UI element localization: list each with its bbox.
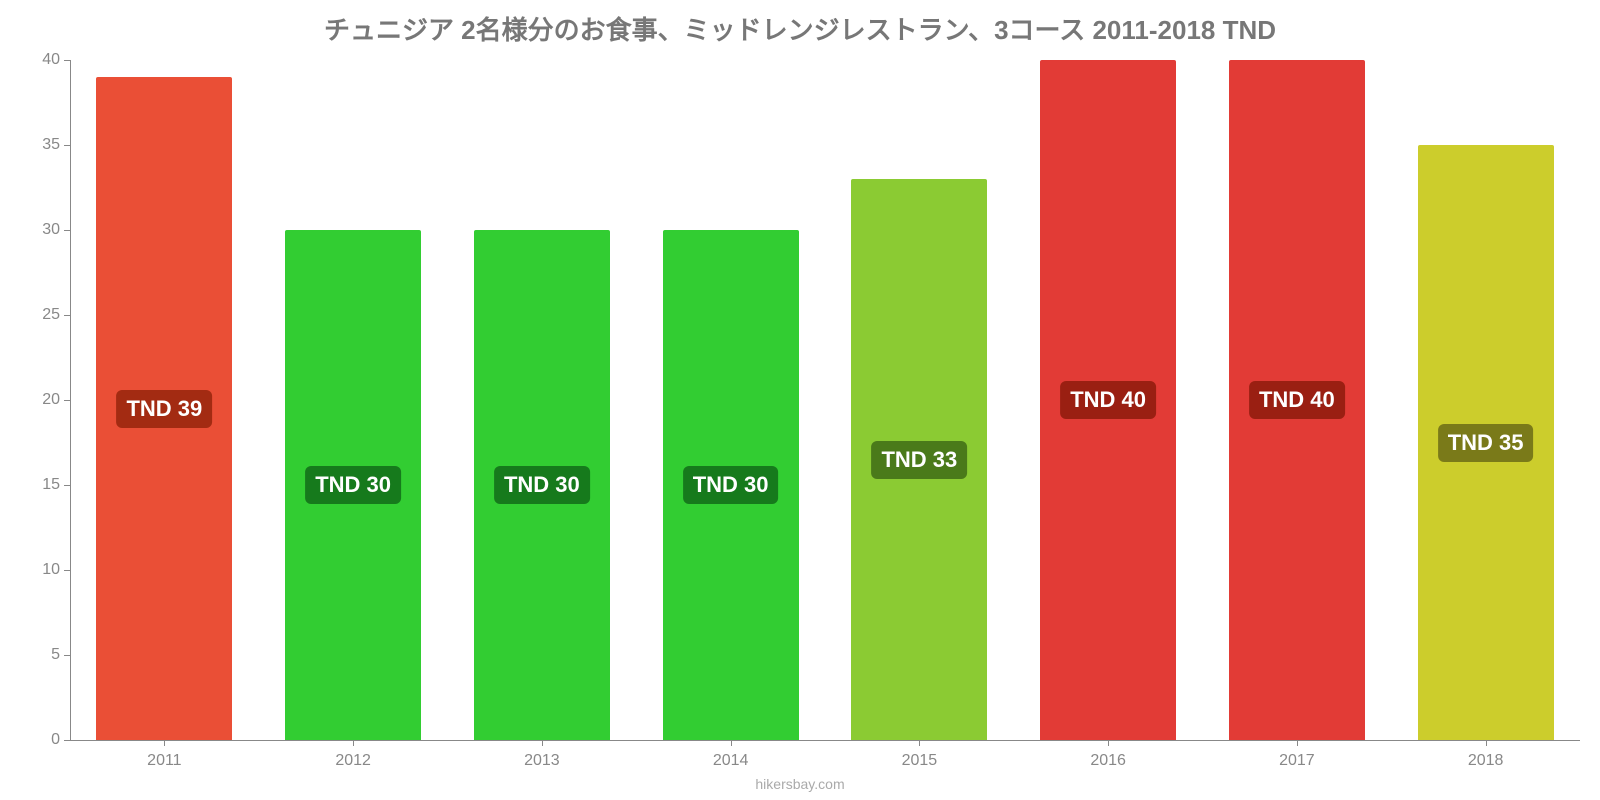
y-axis-tick-label: 35 bbox=[30, 136, 60, 154]
chart-title: チュニジア 2名様分のお食事、ミッドレンジレストラン、3コース 2011-201… bbox=[0, 0, 1600, 47]
x-axis-tick-label: 2011 bbox=[147, 752, 181, 770]
x-tick bbox=[164, 740, 165, 746]
y-tick bbox=[64, 60, 70, 61]
x-tick bbox=[1297, 740, 1298, 746]
x-tick bbox=[542, 740, 543, 746]
x-axis-tick-label: 2015 bbox=[902, 752, 938, 770]
bar-value-label: TND 30 bbox=[494, 466, 590, 504]
y-axis-tick-label: 15 bbox=[30, 476, 60, 494]
bar-value-label: TND 40 bbox=[1249, 381, 1345, 419]
x-axis-tick-label: 2017 bbox=[1279, 752, 1315, 770]
x-tick bbox=[1486, 740, 1487, 746]
y-axis-tick-label: 0 bbox=[30, 731, 60, 749]
y-axis-tick-label: 25 bbox=[30, 306, 60, 324]
x-axis-tick-label: 2013 bbox=[524, 752, 560, 770]
attribution: hikersbay.com bbox=[0, 776, 1600, 792]
bar-value-label: TND 33 bbox=[871, 441, 967, 479]
x-axis-tick-label: 2012 bbox=[335, 752, 371, 770]
x-axis-tick-label: 2014 bbox=[713, 752, 749, 770]
y-tick bbox=[64, 400, 70, 401]
x-axis-tick-label: 2016 bbox=[1090, 752, 1126, 770]
chart-container: チュニジア 2名様分のお食事、ミッドレンジレストラン、3コース 2011-201… bbox=[0, 0, 1600, 800]
y-axis-tick-label: 20 bbox=[30, 391, 60, 409]
y-tick bbox=[64, 570, 70, 571]
x-tick bbox=[1108, 740, 1109, 746]
bar-value-label: TND 35 bbox=[1438, 424, 1534, 462]
x-axis-tick-label: 2018 bbox=[1468, 752, 1504, 770]
bar-value-label: TND 30 bbox=[683, 466, 779, 504]
y-tick bbox=[64, 145, 70, 146]
x-tick bbox=[731, 740, 732, 746]
plot-area: 0510152025303540TND 392011TND 302012TND … bbox=[70, 60, 1580, 740]
bar-value-label: TND 39 bbox=[116, 390, 212, 428]
bar-value-label: TND 40 bbox=[1060, 381, 1156, 419]
y-tick bbox=[64, 230, 70, 231]
y-axis-tick-label: 30 bbox=[30, 221, 60, 239]
y-axis-tick-label: 40 bbox=[30, 51, 60, 69]
x-tick bbox=[919, 740, 920, 746]
y-tick bbox=[64, 740, 70, 741]
y-tick bbox=[64, 655, 70, 656]
x-tick bbox=[353, 740, 354, 746]
x-axis-line bbox=[70, 740, 1580, 741]
y-axis-tick-label: 5 bbox=[30, 646, 60, 664]
y-tick bbox=[64, 485, 70, 486]
bar-value-label: TND 30 bbox=[305, 466, 401, 504]
y-axis-tick-label: 10 bbox=[30, 561, 60, 579]
y-tick bbox=[64, 315, 70, 316]
y-axis-line bbox=[70, 60, 71, 740]
